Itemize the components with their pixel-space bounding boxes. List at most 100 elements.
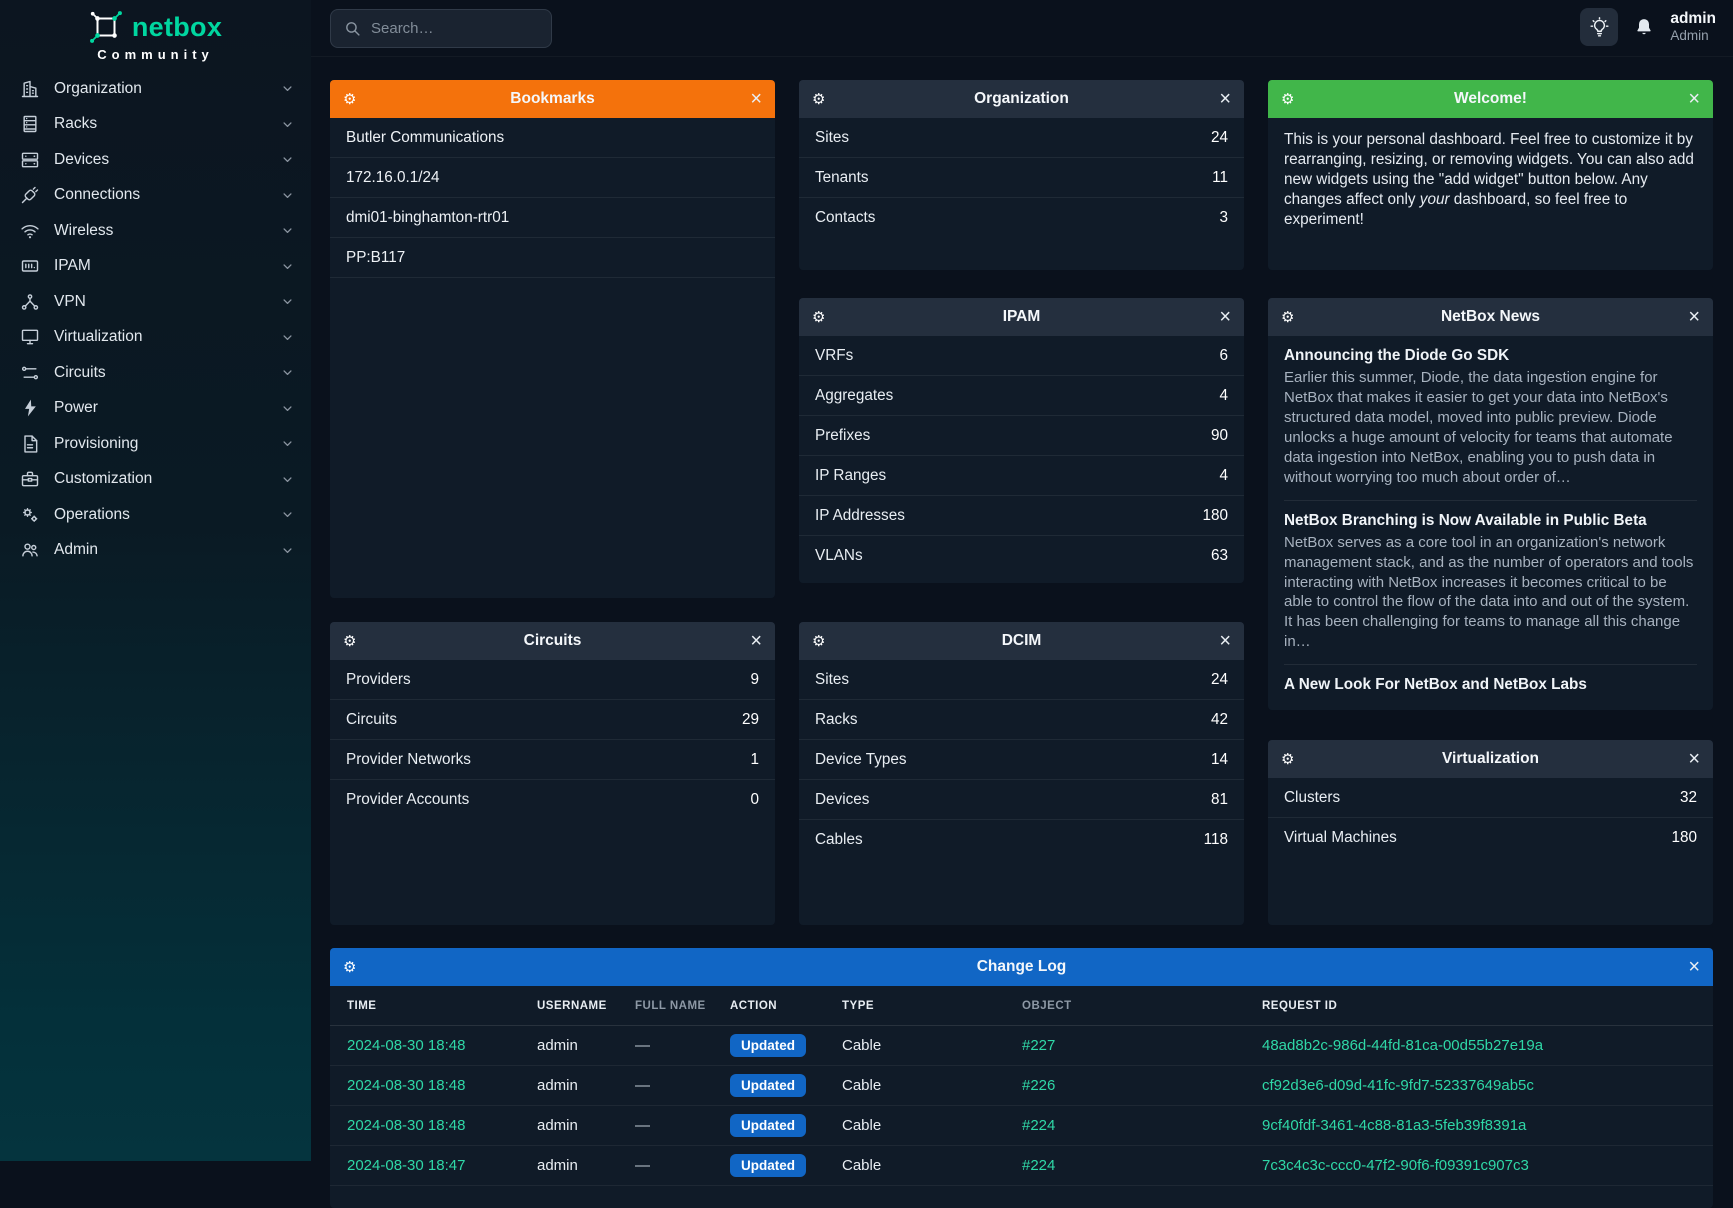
search-box[interactable] <box>330 9 552 48</box>
sidebar-item-admin[interactable]: Admin <box>0 533 311 569</box>
stat-row[interactable]: IP Ranges 4 <box>799 456 1244 496</box>
stat-row[interactable]: Provider Accounts 0 <box>330 780 775 820</box>
change-full-name: — <box>635 1037 650 1054</box>
request-id-link[interactable]: 9cf40fdf-3461-4c88-81a3-5feb39f8391a <box>1262 1117 1527 1134</box>
netbox-news-widget: ⚙ NetBox News × Announcing the Diode Go … <box>1268 298 1713 710</box>
widget-config-icon[interactable]: ⚙ <box>812 90 826 108</box>
stat-row[interactable]: IP Addresses 180 <box>799 496 1244 536</box>
user-menu[interactable]: admin Admin <box>1670 10 1716 43</box>
notifications-bell-icon[interactable] <box>1634 17 1654 37</box>
stat-row[interactable]: Sites 24 <box>799 660 1244 700</box>
stat-value: 29 <box>741 710 759 728</box>
theme-toggle-button[interactable] <box>1580 8 1619 46</box>
stat-row[interactable]: Cables 118 <box>799 820 1244 860</box>
widget-config-icon[interactable]: ⚙ <box>1281 90 1295 108</box>
sidebar-item-ipam[interactable]: IPAM <box>0 249 311 285</box>
change-log-row: 2024-08-30 18:48 admin — Updated Cable #… <box>330 1066 1713 1106</box>
stat-row[interactable]: Providers 9 <box>330 660 775 700</box>
close-icon[interactable]: × <box>750 630 762 652</box>
column-header[interactable]: ACTION <box>730 999 778 1012</box>
news-headline[interactable]: Announcing the Diode Go SDK <box>1284 347 1510 364</box>
bookmark-item[interactable]: PP:B117 <box>330 238 775 278</box>
stat-row[interactable]: Prefixes 90 <box>799 416 1244 456</box>
stat-row[interactable]: Clusters 32 <box>1268 778 1713 818</box>
column-header[interactable]: TIME <box>347 999 377 1012</box>
change-log-row: 2024-08-30 18:48 admin — Updated Cable #… <box>330 1106 1713 1146</box>
stat-row[interactable]: Contacts 3 <box>799 198 1244 238</box>
column-header[interactable]: OBJECT <box>1022 999 1072 1012</box>
widget-config-icon[interactable]: ⚙ <box>343 90 357 108</box>
sidebar-item-operations[interactable]: Operations <box>0 497 311 533</box>
stat-label: IP Ranges <box>815 466 887 484</box>
sidebar-item-connections[interactable]: Connections <box>0 178 311 214</box>
stat-row[interactable]: Racks 42 <box>799 700 1244 740</box>
change-object-link[interactable]: #226 <box>1022 1077 1056 1094</box>
stat-row[interactable]: VRFs 6 <box>799 336 1244 376</box>
widget-config-icon[interactable]: ⚙ <box>343 958 357 976</box>
request-id-link[interactable]: cf92d3e6-d09d-41fc-9fd7-52337649ab5c <box>1262 1077 1534 1094</box>
stat-label: VRFs <box>815 346 854 364</box>
bookmark-item[interactable]: 172.16.0.1/24 <box>330 158 775 198</box>
widget-config-icon[interactable]: ⚙ <box>812 632 826 650</box>
sidebar-item-organization[interactable]: Organization <box>0 71 311 107</box>
news-headline[interactable]: NetBox Branching is Now Available in Pub… <box>1284 511 1647 529</box>
close-icon[interactable]: × <box>1688 748 1700 770</box>
stat-row[interactable]: Circuits 29 <box>330 700 775 740</box>
stat-row[interactable]: Devices 81 <box>799 780 1244 820</box>
close-icon[interactable]: × <box>1688 306 1700 328</box>
change-object-link[interactable]: #224 <box>1022 1117 1056 1134</box>
widget-config-icon[interactable]: ⚙ <box>1281 750 1295 768</box>
bookmark-item[interactable]: Butler Communications <box>330 118 775 158</box>
column-header[interactable]: REQUEST ID <box>1262 999 1338 1012</box>
close-icon[interactable]: × <box>1219 630 1231 652</box>
close-icon[interactable]: × <box>1688 88 1700 110</box>
sidebar-item-wireless[interactable]: Wireless <box>0 213 311 249</box>
close-icon[interactable]: × <box>1688 956 1700 978</box>
change-time-link[interactable]: 2024-08-30 18:48 <box>347 1117 466 1134</box>
request-id-link[interactable]: 7c3c4c3c-ccc0-47f2-90f6-f09391c907c3 <box>1262 1157 1529 1174</box>
stat-row[interactable]: Provider Networks 1 <box>330 740 775 780</box>
sidebar-item-virtualization[interactable]: Virtualization <box>0 320 311 356</box>
sidebar-item-vpn[interactable]: VPN <box>0 284 311 320</box>
stat-value: 6 <box>1219 346 1228 364</box>
widget-config-icon[interactable]: ⚙ <box>1281 308 1295 326</box>
bookmark-item[interactable]: dmi01-binghamton-rtr01 <box>330 198 775 238</box>
circuits-widget-header: ⚙ Circuits × <box>330 622 775 660</box>
sidebar-item-devices[interactable]: Devices <box>0 142 311 178</box>
user-role: Admin <box>1670 28 1709 44</box>
change-object-link[interactable]: #224 <box>1022 1157 1056 1174</box>
column-header[interactable]: USERNAME <box>537 999 607 1012</box>
brand-logo[interactable]: netbox Community <box>0 10 311 62</box>
widget-config-icon[interactable]: ⚙ <box>812 308 826 326</box>
sidebar-item-label: Customization <box>54 470 153 488</box>
column-header[interactable]: FULL NAME <box>635 999 706 1012</box>
stat-row[interactable]: Virtual Machines 180 <box>1268 818 1713 858</box>
stat-row[interactable]: Sites 24 <box>799 118 1244 158</box>
column-header[interactable]: TYPE <box>842 999 875 1012</box>
sidebar-item-racks[interactable]: Racks <box>0 107 311 143</box>
brand-subtitle: Community <box>97 47 214 62</box>
change-time-link[interactable]: 2024-08-30 18:48 <box>347 1077 466 1094</box>
ipam-widget: ⚙ IPAM × VRFs 6 Aggregates 4 Prefixes 90 IP… <box>799 298 1244 583</box>
stat-row[interactable]: Aggregates 4 <box>799 376 1244 416</box>
close-icon[interactable]: × <box>1219 88 1231 110</box>
news-headline[interactable]: A New Look For NetBox and NetBox Labs <box>1284 676 1587 694</box>
sidebar-item-provisioning[interactable]: Provisioning <box>0 426 311 462</box>
sidebar-item-circuits[interactable]: Circuits <box>0 355 311 391</box>
stat-row[interactable]: Device Types 14 <box>799 740 1244 780</box>
sidebar-item-customization[interactable]: Customization <box>0 462 311 498</box>
request-id-link[interactable]: 48ad8b2c-986d-44fd-81ca-00d55b27e19a <box>1262 1037 1544 1054</box>
close-icon[interactable]: × <box>1219 306 1231 328</box>
stat-row[interactable]: Tenants 11 <box>799 158 1244 198</box>
stat-label: Provider Networks <box>346 750 471 768</box>
widget-config-icon[interactable]: ⚙ <box>343 632 357 650</box>
sidebar-item-power[interactable]: Power <box>0 391 311 427</box>
close-icon[interactable]: × <box>750 88 762 110</box>
dcim-widget-header: ⚙ DCIM × <box>799 622 1244 660</box>
change-time-link[interactable]: 2024-08-30 18:48 <box>347 1037 466 1054</box>
change-type: Cable <box>842 1077 882 1094</box>
change-time-link[interactable]: 2024-08-30 18:47 <box>347 1157 466 1174</box>
change-object-link[interactable]: #227 <box>1022 1037 1056 1054</box>
stat-row[interactable]: VLANs 63 <box>799 536 1244 576</box>
search-input[interactable] <box>371 20 538 37</box>
